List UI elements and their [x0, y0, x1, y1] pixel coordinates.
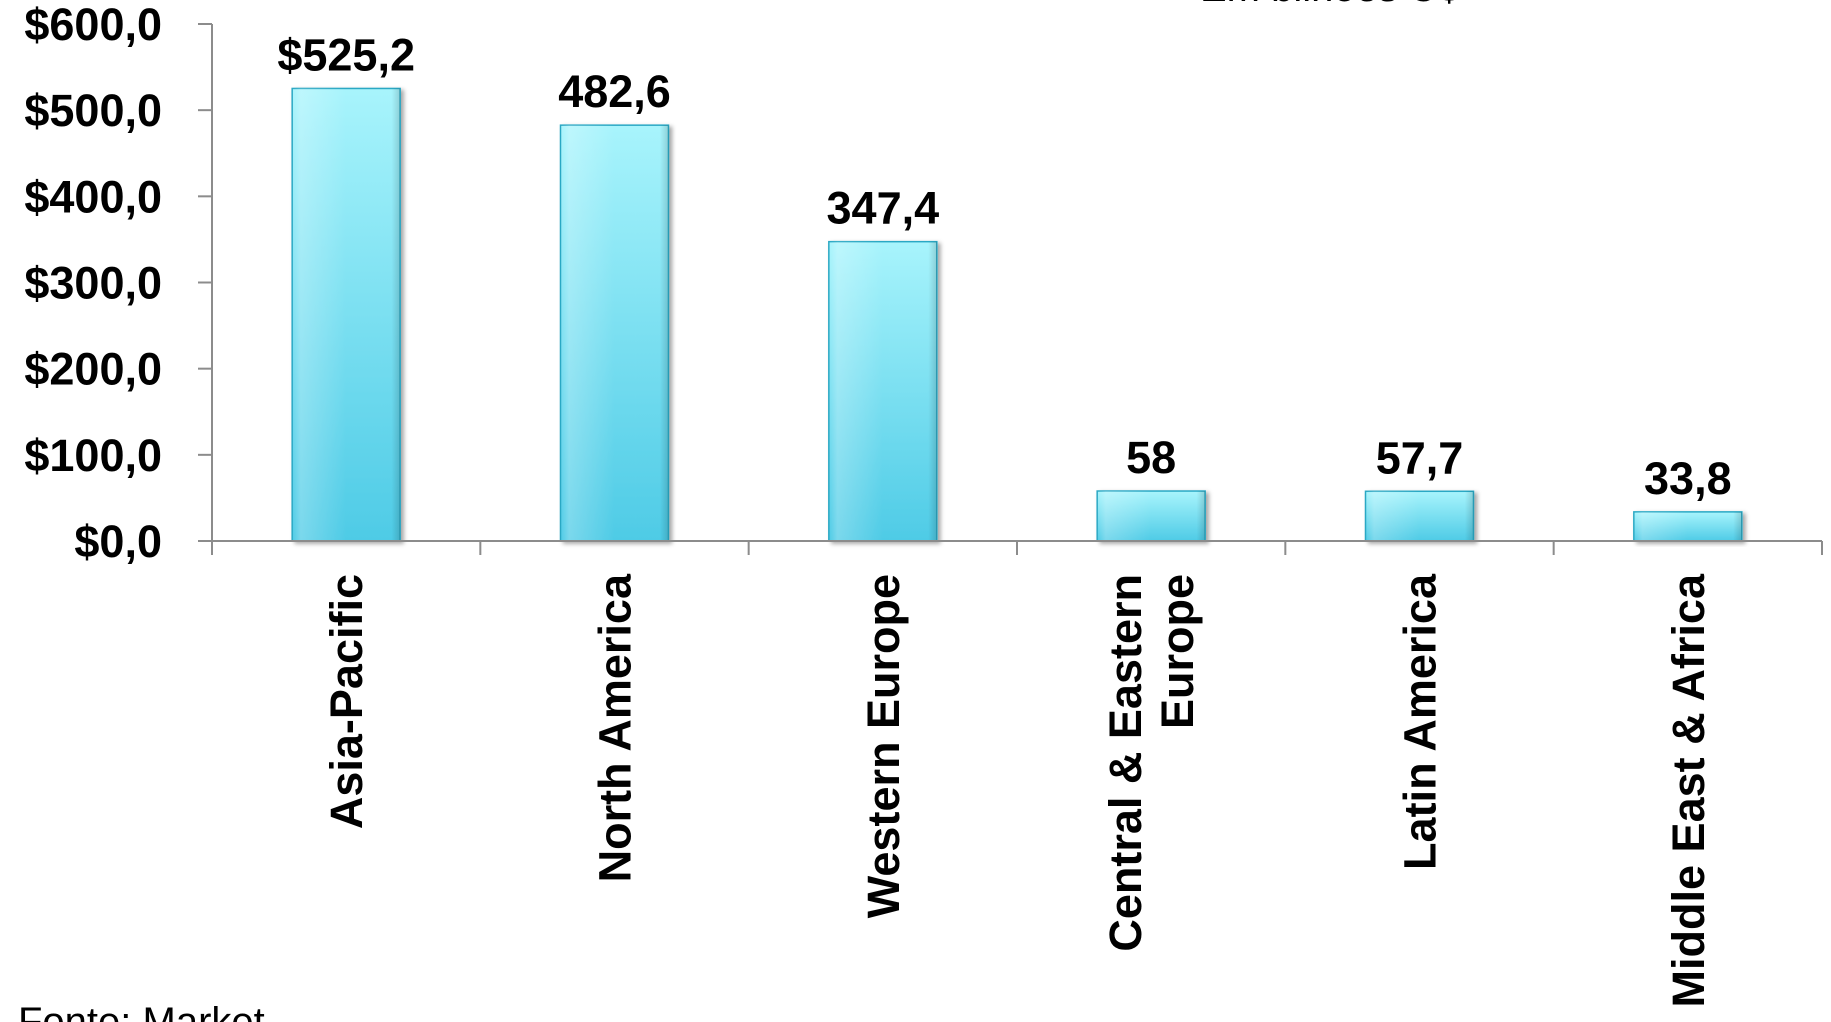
data-label: 347,4: [827, 183, 940, 234]
bar-shine: [1365, 491, 1474, 541]
labels-group: $525,2 482,6 347,4 58 57,7 33,8 $0,0 $100,0 $200…: [24, 0, 1731, 1007]
y-tick-label: $400,0: [24, 171, 162, 222]
x-tick-label: Central & Eastern: [1100, 574, 1151, 952]
bar-shine: [560, 125, 669, 541]
data-label: 57,7: [1376, 432, 1464, 483]
bars-group: [291, 87, 1743, 542]
data-label: 33,8: [1644, 453, 1732, 504]
bar-shine: [828, 241, 937, 542]
axes-group: [198, 23, 1823, 555]
x-tick-label: Latin America: [1395, 573, 1446, 870]
chart-subtitle: Em bilhões U$: [1200, 0, 1460, 11]
y-tick-label: $0,0: [74, 516, 162, 567]
bar: [291, 87, 401, 542]
bar: [1633, 511, 1743, 542]
y-tick-label: $600,0: [24, 0, 162, 50]
bar-shine: [1097, 491, 1206, 541]
bar: [1364, 490, 1475, 542]
y-tick-label: $500,0: [24, 85, 162, 136]
bar: [559, 124, 670, 542]
data-label: $525,2: [277, 29, 415, 80]
bar: [1096, 490, 1206, 542]
bar-shine: [292, 88, 401, 541]
bar: [828, 240, 938, 542]
source-note-container: Fonte: Market...: [0, 1000, 360, 1022]
x-tick-label: North America: [590, 573, 641, 882]
source-note: Fonte: Market...: [18, 1000, 299, 1022]
x-tick-label: Europe: [1152, 574, 1203, 729]
y-tick-label: $300,0: [24, 258, 162, 309]
data-label: 58: [1126, 432, 1176, 483]
x-tick-label: Western Europe: [858, 574, 909, 918]
y-tick-label: $100,0: [24, 430, 162, 481]
x-tick-label: Asia-Pacific: [321, 574, 372, 829]
chart-subtitle-container: Em bilhões U$: [1150, 0, 1550, 12]
bar-shine: [1633, 511, 1742, 541]
y-tick-label: $200,0: [24, 344, 162, 395]
x-tick-label: Middle East & Africa: [1663, 573, 1714, 1007]
data-label: 482,6: [558, 66, 671, 117]
